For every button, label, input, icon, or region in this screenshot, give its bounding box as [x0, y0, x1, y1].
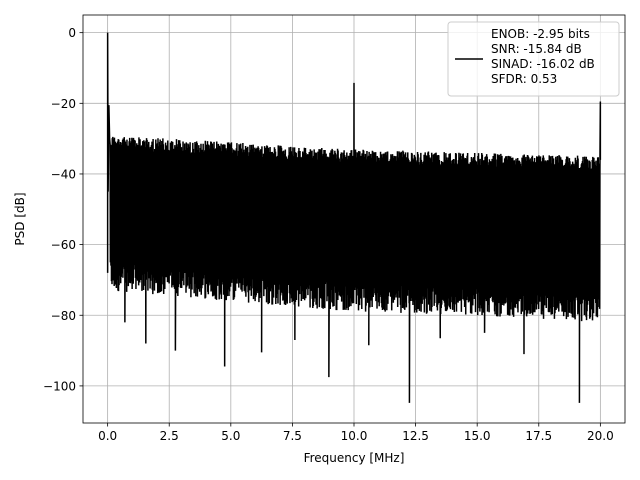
y-tick-label: −40 — [51, 167, 76, 181]
x-tick-label: 17.5 — [525, 429, 552, 443]
legend-line-sinad: SINAD: -16.02 dB — [491, 57, 595, 71]
y-tick-label: −20 — [51, 97, 76, 111]
y-tick-label: 0 — [68, 26, 76, 40]
y-tick-label: −80 — [51, 309, 76, 323]
legend-box — [447, 21, 620, 97]
x-axis-ticks: 0.0 2.5 5.0 7.5 10.0 12.5 15.0 17.5 20.0 — [98, 423, 614, 443]
x-tick-label: 5.0 — [221, 429, 240, 443]
y-axis-ticks: 0 −20 −40 −60 −80 −100 — [43, 26, 83, 393]
y-axis-label: PSD [dB] — [13, 192, 27, 245]
x-tick-label: 10.0 — [341, 429, 368, 443]
legend-line-enob: ENOB: -2.95 bits — [491, 27, 590, 41]
legend-line-sfdr: SFDR: 0.53 — [491, 72, 557, 86]
x-tick-label: 0.0 — [98, 429, 117, 443]
legend-line-snr: SNR: -15.84 dB — [491, 42, 582, 56]
legend: ENOB: -2.95 bits SNR: -15.84 dB SINAD: -… — [447, 21, 620, 97]
psd-series-line — [106, 32, 602, 403]
x-axis-label: Frequency [MHz] — [304, 451, 405, 465]
x-tick-label: 20.0 — [587, 429, 614, 443]
x-tick-label: 2.5 — [160, 429, 179, 443]
x-tick-label: 15.0 — [464, 429, 491, 443]
x-tick-label: 7.5 — [283, 429, 302, 443]
y-tick-label: −100 — [43, 379, 76, 393]
x-tick-label: 12.5 — [402, 429, 429, 443]
y-tick-label: −60 — [51, 238, 76, 252]
